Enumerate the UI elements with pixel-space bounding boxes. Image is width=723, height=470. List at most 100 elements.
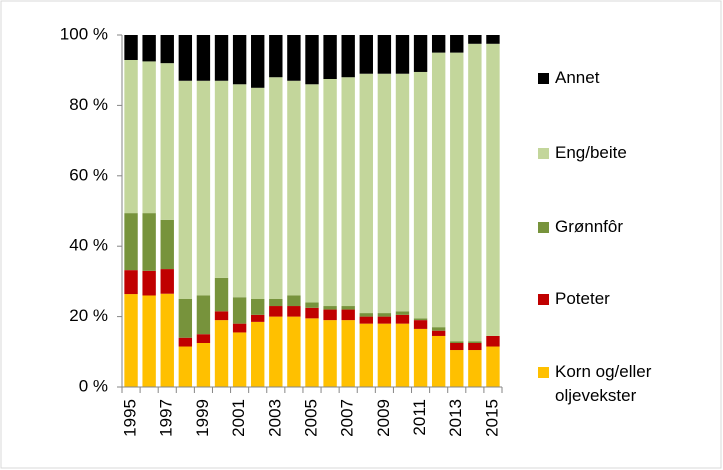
- bar-segment: [196, 343, 211, 387]
- bar-segment: [323, 35, 337, 79]
- bar-segment: [160, 63, 174, 220]
- bar-segment: [214, 80, 229, 278]
- bar-segment: [305, 35, 319, 85]
- bar-segment: [178, 35, 193, 81]
- legend-label: Annet: [555, 68, 600, 87]
- bar-segment: [323, 79, 337, 307]
- bar-segment: [214, 277, 229, 312]
- bar-segment: [395, 314, 410, 324]
- bar-segment: [124, 213, 138, 271]
- bar-segment: [305, 302, 319, 308]
- bar-segment: [232, 297, 247, 324]
- bar-segment: [232, 332, 247, 387]
- bar-segment: [468, 343, 482, 351]
- bar-segment: [377, 323, 392, 387]
- x-tick-label: 2009: [374, 399, 393, 437]
- bar-segment: [395, 311, 410, 315]
- bar-segment: [269, 306, 283, 317]
- bar-segment: [251, 87, 265, 299]
- bar-segment: [359, 316, 373, 324]
- bar-segment: [251, 299, 265, 315]
- bar-segment: [160, 293, 174, 387]
- bar-segment: [341, 309, 355, 321]
- bar-segment: [160, 35, 174, 64]
- bar-segment: [450, 35, 464, 53]
- bar-segment: [142, 35, 156, 62]
- bar-segment: [305, 84, 319, 303]
- bar-segment: [269, 299, 283, 307]
- bar-segment: [377, 73, 392, 314]
- bar-segment: [413, 35, 428, 72]
- x-tick-label: 2001: [229, 399, 248, 437]
- legend-swatch: [538, 148, 549, 159]
- bar-segment: [214, 320, 229, 387]
- bar-segment: [178, 346, 193, 387]
- x-tick-label: 1999: [193, 399, 212, 437]
- bar-segment: [431, 335, 446, 387]
- bar-segment: [323, 309, 337, 321]
- legend-label: Poteter: [555, 289, 610, 308]
- y-tick-label: 0 %: [79, 376, 108, 395]
- bar-segment: [486, 35, 500, 44]
- bar-segment: [232, 323, 247, 333]
- bar-segment: [431, 327, 446, 331]
- bar-segment: [341, 35, 355, 78]
- bar-segment: [251, 314, 265, 322]
- bar-segment: [450, 343, 464, 351]
- bar-segment: [196, 80, 211, 296]
- bar-segment: [468, 35, 482, 44]
- bar-segment: [450, 52, 464, 342]
- bar-segment: [124, 59, 138, 214]
- bar-segment: [413, 318, 428, 321]
- bar-segment: [395, 73, 410, 312]
- x-tick-label: 2011: [410, 399, 429, 436]
- bar-segment: [196, 295, 211, 335]
- bar-segment: [341, 306, 355, 310]
- bar-segment: [359, 35, 373, 74]
- bar-segment: [341, 320, 355, 387]
- y-tick-label: 40 %: [69, 236, 108, 255]
- bar-segment: [142, 295, 156, 387]
- bar-segment: [359, 313, 373, 317]
- y-tick-label: 100 %: [60, 24, 108, 43]
- legend-swatch: [538, 222, 549, 233]
- bar-segment: [305, 307, 319, 319]
- bar-segment: [142, 61, 156, 214]
- legend-label: Korn og/eller oljevekster: [555, 362, 652, 405]
- bar-segment: [413, 71, 428, 319]
- bar-segment: [178, 337, 193, 347]
- bar-segment: [232, 84, 247, 298]
- bar-segment: [413, 320, 428, 329]
- bar-segment: [323, 320, 337, 387]
- bar-segment: [160, 219, 174, 270]
- x-tick-label: 2003: [265, 399, 284, 437]
- bar-segment: [287, 35, 301, 81]
- y-tick-label: 80 %: [69, 95, 108, 114]
- bar-segment: [431, 52, 446, 328]
- bar-segment: [251, 35, 265, 88]
- bar-segment: [486, 346, 500, 387]
- bar-segment: [124, 294, 138, 387]
- bar-segment: [269, 77, 283, 300]
- bar-segment: [269, 316, 283, 387]
- bar-segment: [431, 35, 446, 53]
- bar-segment: [142, 270, 156, 296]
- bar-segment: [395, 323, 410, 387]
- bar-segment: [287, 295, 301, 307]
- bar-segment: [196, 35, 211, 81]
- legend-label: Grønnfôr: [555, 217, 624, 236]
- bar-segment: [486, 335, 500, 347]
- bar-segment: [377, 316, 392, 324]
- legend-swatch: [538, 73, 549, 84]
- bar-segment: [196, 334, 211, 343]
- bar-segment: [359, 323, 373, 387]
- x-tick-label: 1995: [121, 399, 140, 437]
- x-tick-label: 2013: [446, 399, 465, 437]
- bar-segment: [468, 341, 482, 343]
- legend-swatch: [538, 294, 549, 305]
- bar-segment: [305, 318, 319, 387]
- bar-segment: [214, 311, 229, 321]
- bar-segment: [377, 313, 392, 317]
- bar-segment: [214, 35, 229, 81]
